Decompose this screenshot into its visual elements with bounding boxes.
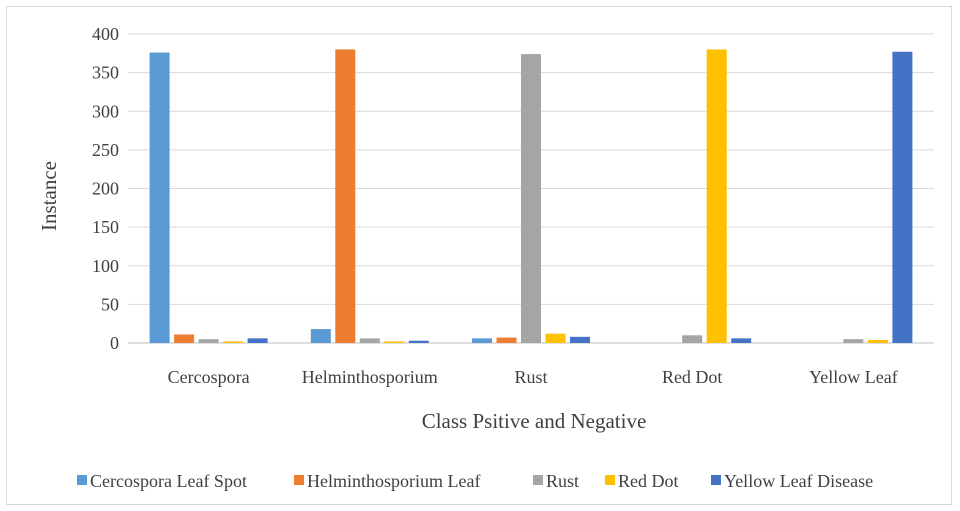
bar — [359, 338, 380, 343]
bar — [682, 335, 703, 343]
y-tick-label: 350 — [92, 63, 119, 83]
y-tick-label: 250 — [92, 140, 119, 160]
bar — [384, 341, 405, 343]
legend-label: Helminthosporium Leaf — [307, 471, 480, 491]
bar-chart: 0 50 100 150 200 250 300 350 400 Cercospora Helmi… — [37, 24, 934, 491]
y-tick-label: 200 — [92, 179, 119, 199]
y-tick-labels: 0 50 100 150 200 250 300 350 400 — [92, 24, 119, 353]
legend: Cercospora Leaf Spot Helminthosporium Lea… — [77, 471, 873, 491]
legend-swatch — [77, 475, 87, 485]
legend-swatch — [605, 475, 615, 485]
bar — [223, 341, 244, 343]
y-tick-label: 0 — [110, 333, 119, 353]
bar — [310, 329, 331, 343]
bar — [706, 49, 727, 343]
x-tick-label: Helminthosporium — [302, 367, 438, 387]
bar — [731, 338, 752, 343]
y-tick-label: 300 — [92, 101, 119, 121]
bar — [570, 336, 590, 343]
legend-label: Red Dot — [618, 471, 679, 491]
legend-swatch — [711, 475, 721, 485]
bar — [867, 339, 888, 343]
y-axis-label: Instance — [37, 161, 61, 231]
bar — [496, 337, 517, 343]
bar — [408, 340, 429, 343]
bar — [892, 51, 913, 344]
bar — [247, 338, 268, 343]
x-tick-label: Cercospora — [168, 367, 250, 387]
bar — [198, 339, 219, 343]
y-tick-label: 50 — [101, 294, 119, 314]
legend-label: Cercospora Leaf Spot — [90, 471, 247, 491]
x-tick-labels: Cercospora Helminthosporium Rust Red Dot Yel… — [168, 367, 898, 387]
bars — [149, 49, 913, 344]
bar — [843, 339, 864, 343]
y-tick-label: 400 — [92, 24, 119, 44]
bar — [545, 333, 566, 343]
x-tick-label: Red Dot — [662, 367, 723, 387]
bar — [174, 334, 195, 343]
legend-swatch — [533, 475, 543, 485]
x-tick-label: Yellow Leaf — [809, 367, 898, 387]
legend-label: Rust — [546, 471, 579, 491]
legend-label: Yellow Leaf Disease — [724, 471, 873, 491]
y-tick-label: 150 — [92, 217, 119, 237]
x-axis-label: Class Psitive and Negative — [422, 409, 647, 433]
bar — [335, 49, 356, 343]
chart-frame: 0 50 100 150 200 250 300 350 400 Cercospora Helmi… — [6, 6, 952, 505]
bar — [472, 338, 492, 343]
y-tick-label: 100 — [92, 256, 119, 276]
x-tick-label: Rust — [514, 367, 547, 387]
bar — [149, 52, 170, 343]
legend-swatch — [294, 475, 304, 485]
bar — [521, 54, 541, 344]
